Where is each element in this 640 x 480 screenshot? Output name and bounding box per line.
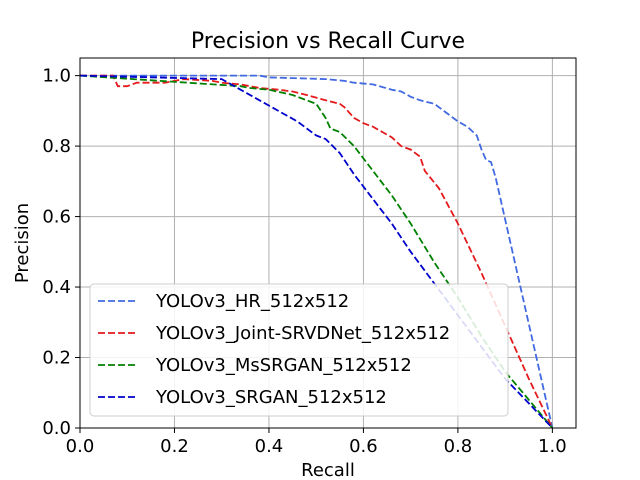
y-tick-label: 0.8 [42, 136, 71, 157]
legend: YOLOv3_HR_512x512 YOLOv3_Joint-SRVDNet_51… [89, 283, 509, 417]
series-line-2 [80, 74, 554, 429]
legend-entry-2: YOLOv3_Joint-SRVDNet_512x512 [155, 323, 450, 344]
legend-box [89, 283, 509, 417]
y-tick-label: 0.4 [42, 277, 71, 298]
plot-frame [79, 57, 577, 429]
x-tick-label: 0.4 [255, 436, 284, 457]
x-tick-label: 0.2 [160, 436, 189, 457]
series-line-3 [79, 74, 554, 429]
x-tick-label: 0.0 [66, 436, 95, 457]
axis-ticks: 0.0 0.2 0.4 0.6 0.8 1.0 0.0 0.2 0.4 0.6 0.8 1.0 [42, 66, 566, 457]
x-tick-label: 0.6 [349, 436, 378, 457]
y-tick-label: 1.0 [42, 66, 71, 87]
chart-title: Precision vs Recall Curve [191, 29, 465, 54]
y-tick-label: 0.2 [42, 348, 71, 369]
x-tick-label: 1.0 [538, 436, 567, 457]
y-tick-label: 0.6 [42, 207, 71, 228]
y-tick-label: 0.0 [42, 418, 71, 439]
legend-entry-1: YOLOv3_HR_512x512 [155, 291, 349, 312]
series-line-1 [80, 74, 554, 429]
y-axis-label: Precision [12, 203, 33, 283]
legend-entry-3: YOLOv3_MsSRGAN_512x512 [155, 355, 412, 376]
legend-entry-4: YOLOv3_SRGAN_512x512 [155, 387, 387, 408]
x-tick-label: 0.8 [444, 436, 473, 457]
x-axis-label: Recall [301, 460, 355, 480]
